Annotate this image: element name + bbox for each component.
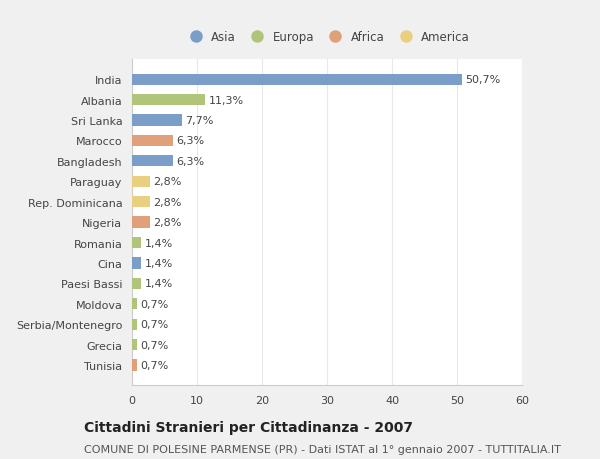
Bar xyxy=(132,278,141,289)
Bar xyxy=(132,115,182,126)
Text: 0,7%: 0,7% xyxy=(140,360,168,370)
Text: 2,8%: 2,8% xyxy=(154,177,182,187)
Text: 1,4%: 1,4% xyxy=(145,279,173,289)
Text: 7,7%: 7,7% xyxy=(185,116,214,126)
Bar xyxy=(132,319,137,330)
Text: 2,8%: 2,8% xyxy=(154,218,182,228)
Bar xyxy=(132,237,141,249)
Text: 11,3%: 11,3% xyxy=(209,95,244,106)
Bar xyxy=(132,156,173,167)
Text: 1,4%: 1,4% xyxy=(145,258,173,269)
Text: 6,3%: 6,3% xyxy=(176,136,205,146)
Bar xyxy=(132,359,137,371)
Text: COMUNE DI POLESINE PARMENSE (PR) - Dati ISTAT al 1° gennaio 2007 - TUTTITALIA.IT: COMUNE DI POLESINE PARMENSE (PR) - Dati … xyxy=(84,444,561,454)
Text: 1,4%: 1,4% xyxy=(145,238,173,248)
Bar xyxy=(132,176,150,187)
Bar xyxy=(132,74,461,86)
Bar xyxy=(132,135,173,147)
Text: 6,3%: 6,3% xyxy=(176,157,205,167)
Legend: Asia, Europa, Africa, America: Asia, Europa, Africa, America xyxy=(179,27,475,49)
Bar xyxy=(132,339,137,350)
Text: 0,7%: 0,7% xyxy=(140,340,168,350)
Bar xyxy=(132,95,205,106)
Text: 50,7%: 50,7% xyxy=(465,75,500,85)
Text: Cittadini Stranieri per Cittadinanza - 2007: Cittadini Stranieri per Cittadinanza - 2… xyxy=(84,420,413,434)
Bar xyxy=(132,196,150,208)
Text: 2,8%: 2,8% xyxy=(154,197,182,207)
Bar xyxy=(132,258,141,269)
Bar xyxy=(132,298,137,310)
Text: 0,7%: 0,7% xyxy=(140,319,168,330)
Text: 0,7%: 0,7% xyxy=(140,299,168,309)
Bar xyxy=(132,217,150,228)
